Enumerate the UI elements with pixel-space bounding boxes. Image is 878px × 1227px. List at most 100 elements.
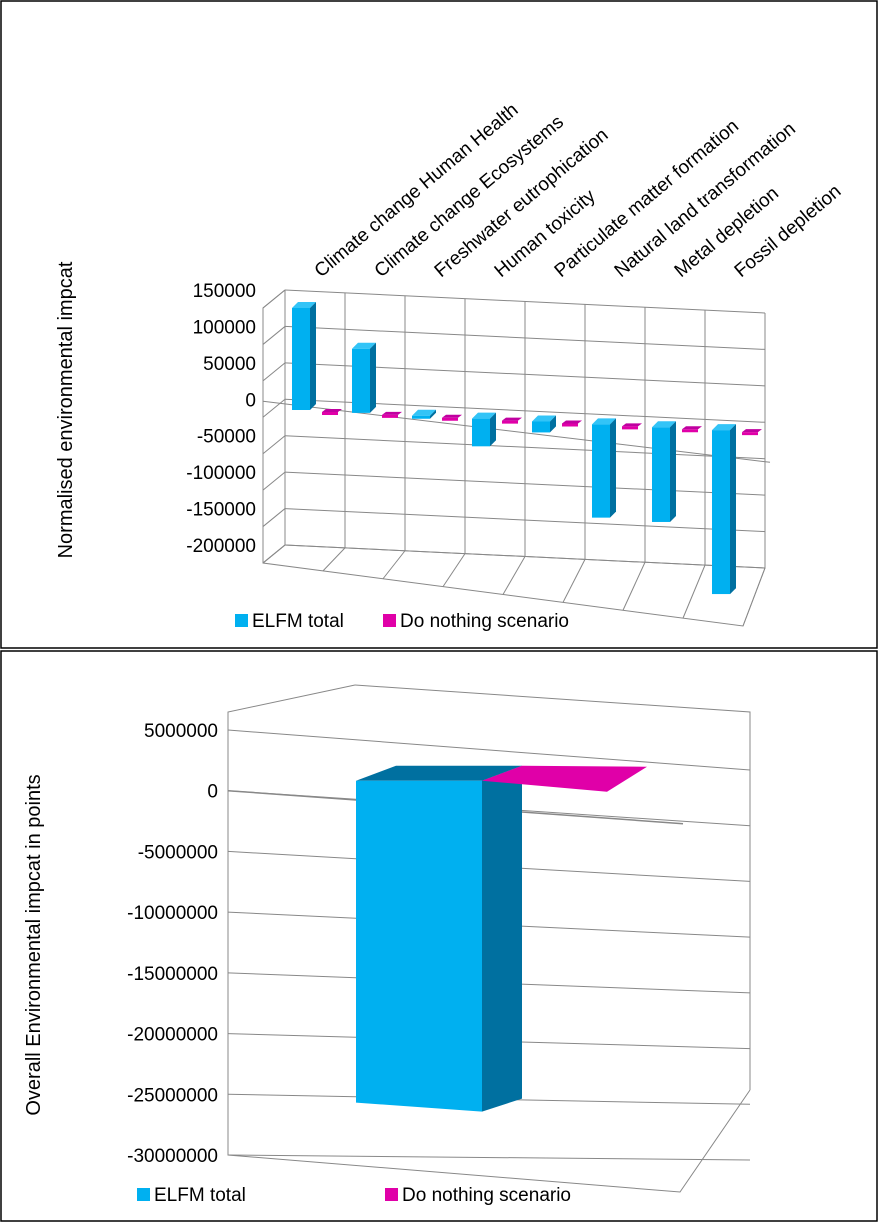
chart-1-bar-do-nothing-top <box>442 414 462 418</box>
chart-1-side-gridline <box>262 435 286 455</box>
chart-1-bar-do-nothing <box>682 429 698 433</box>
chart-1-bar-elfm-top <box>472 412 496 419</box>
chart-1-bar-elfm-side <box>430 409 436 419</box>
chart-1-category-label: Human toxicity <box>491 185 600 281</box>
chart-2-bar-elfm <box>356 780 482 1112</box>
chart-2-frame <box>0 650 878 1222</box>
chart-2-legend: ELFM total Do nothing scenario <box>137 1185 571 1206</box>
chart-2-y-tick-label: -5000000 <box>138 842 218 863</box>
chart-1-side-gridline <box>262 289 286 309</box>
chart-1-bar-do-nothing <box>562 423 578 427</box>
chart-1-bar-elfm <box>292 308 310 411</box>
chart-1-bar-do-nothing-top <box>502 417 522 421</box>
chart-2-gridline <box>227 729 751 771</box>
chart-1-bar-elfm-top <box>652 421 676 428</box>
chart-1-bar-do-nothing <box>322 412 338 416</box>
chart-1-y-tick-label: -50000 <box>197 427 256 448</box>
chart-2-bar-elfm-side <box>482 765 522 1112</box>
chart-1-y-tick-label: -100000 <box>186 463 256 484</box>
chart-1-bar-elfm <box>412 415 430 419</box>
chart-2-y-tick-label: -10000000 <box>127 903 218 924</box>
chart-2-y-tick-label: -30000000 <box>127 1146 218 1167</box>
chart-1-floor-gridline <box>622 562 646 611</box>
chart-1-y-axis-label: Normalised environmental impcat <box>55 261 77 558</box>
chart-2-legend-swatch-elfm <box>137 1188 150 1201</box>
chart-1-y-tick-label: 100000 <box>193 317 256 338</box>
chart-1-legend: ELFM total Do nothing scenario <box>235 611 569 632</box>
chart-1-bar-elfm <box>532 421 550 433</box>
chart-1-bar-elfm-top <box>712 424 736 431</box>
chart-1-bars <box>292 302 762 595</box>
chart-1-bar-do-nothing <box>382 414 398 418</box>
chart-1-bar-elfm <box>472 418 490 447</box>
chart-1-floor-gridline <box>682 564 706 619</box>
chart-1-side-gridline <box>262 398 286 418</box>
chart-1-bar-elfm-side <box>730 424 736 595</box>
chart-1-legend-swatch-elfm <box>235 614 248 627</box>
chart-1-floor-gridline <box>502 556 526 595</box>
chart-1-side-gridline <box>262 471 286 491</box>
chart-2-bar-elfm-top <box>356 765 522 781</box>
chart-1-bar-do-nothing-top <box>322 409 342 412</box>
chart-1-y-tick-label: 0 <box>245 390 256 411</box>
chart-1-floor-gridline <box>322 547 346 572</box>
chart-1-bar-elfm <box>652 427 670 522</box>
chart-2-y-tick-label: 0 <box>207 782 218 803</box>
chart-1-bar-do-nothing <box>442 417 458 421</box>
chart-1-gridlines <box>262 289 771 627</box>
chart-1-floor-gridline <box>442 553 466 587</box>
chart-1-legend-label-elfm: ELFM total <box>252 611 344 632</box>
chart-1-y-tick-label: -200000 <box>186 536 256 557</box>
chart-2-y-tick-labels: 5000000 0 -5000000 -10000000 -15000000 -20000… <box>127 721 218 1167</box>
chart-1-bar-elfm <box>712 430 730 595</box>
chart-1-bar-elfm-top <box>412 409 436 416</box>
chart-2-y-axis-label: Overall Environmental impcat in points <box>23 774 45 1115</box>
chart-2-y-tick-label: -20000000 <box>127 1025 218 1046</box>
chart-1-y-tick-label: 150000 <box>193 281 256 302</box>
chart-2-bars <box>356 765 647 1112</box>
chart-1-bar-elfm <box>592 424 610 518</box>
chart-1-bar-elfm-side <box>490 412 496 447</box>
chart-1-category-label: Fossil depletion <box>731 181 846 282</box>
chart-1-bar-do-nothing-top <box>742 429 762 433</box>
chart-1-legend-swatch-do-nothing <box>383 614 396 627</box>
chart-2-y-tick-label: -15000000 <box>127 964 218 985</box>
chart-1-y-tick-labels: 150000 100000 50000 0 -50000 -100000 -150000 -2… <box>186 281 256 557</box>
chart-1-legend-label-do-nothing: Do nothing scenario <box>400 611 569 632</box>
chart-2-y-tick-label: 5000000 <box>144 721 218 742</box>
chart-1-frame <box>0 0 878 649</box>
chart-2-back-wall <box>354 684 751 1090</box>
chart-2-legend-label-elfm: ELFM total <box>154 1185 246 1206</box>
chart-1-bar-elfm-top <box>292 302 316 308</box>
chart-1-bar-do-nothing-top <box>562 420 582 424</box>
chart-1-bar-elfm-side <box>370 342 376 413</box>
chart-1-bar-elfm <box>352 348 370 413</box>
chart-1-y-tick-label: 50000 <box>203 354 256 375</box>
chart-1-floor-gridline <box>382 550 406 580</box>
chart-1-bar-elfm-top <box>592 418 616 425</box>
chart-2-legend-swatch-do-nothing <box>385 1188 398 1201</box>
chart-1-bar-do-nothing <box>742 432 758 436</box>
chart-2-bar-do-nothing <box>482 765 647 792</box>
chart-1-bar-do-nothing <box>622 426 638 430</box>
chart-1-side-gridline <box>262 326 286 345</box>
chart-1-bar-elfm-top <box>352 342 376 349</box>
chart-2-y-tick-label: -25000000 <box>127 1085 218 1106</box>
chart-1-zero-axis <box>262 400 771 463</box>
chart-1-floor-gridline <box>742 567 766 627</box>
chart-1-bar-do-nothing-top <box>382 411 402 415</box>
chart-1-floor-gridline <box>562 559 586 603</box>
chart-1-floor-gridline <box>262 544 286 564</box>
chart-1-bar-elfm-top <box>532 415 556 422</box>
chart-1-bar-elfm-side <box>670 421 676 522</box>
chart-1-y-tick-label: -150000 <box>186 500 256 521</box>
chart-1-bar-elfm-side <box>610 418 616 518</box>
chart-1-bar-do-nothing-top <box>682 426 702 430</box>
chart-1-bar-do-nothing <box>502 420 518 424</box>
chart-1-bar-elfm-side <box>550 415 556 433</box>
chart-1-bar-elfm-side <box>310 302 316 410</box>
chart-1-bar-do-nothing-top <box>622 423 642 427</box>
